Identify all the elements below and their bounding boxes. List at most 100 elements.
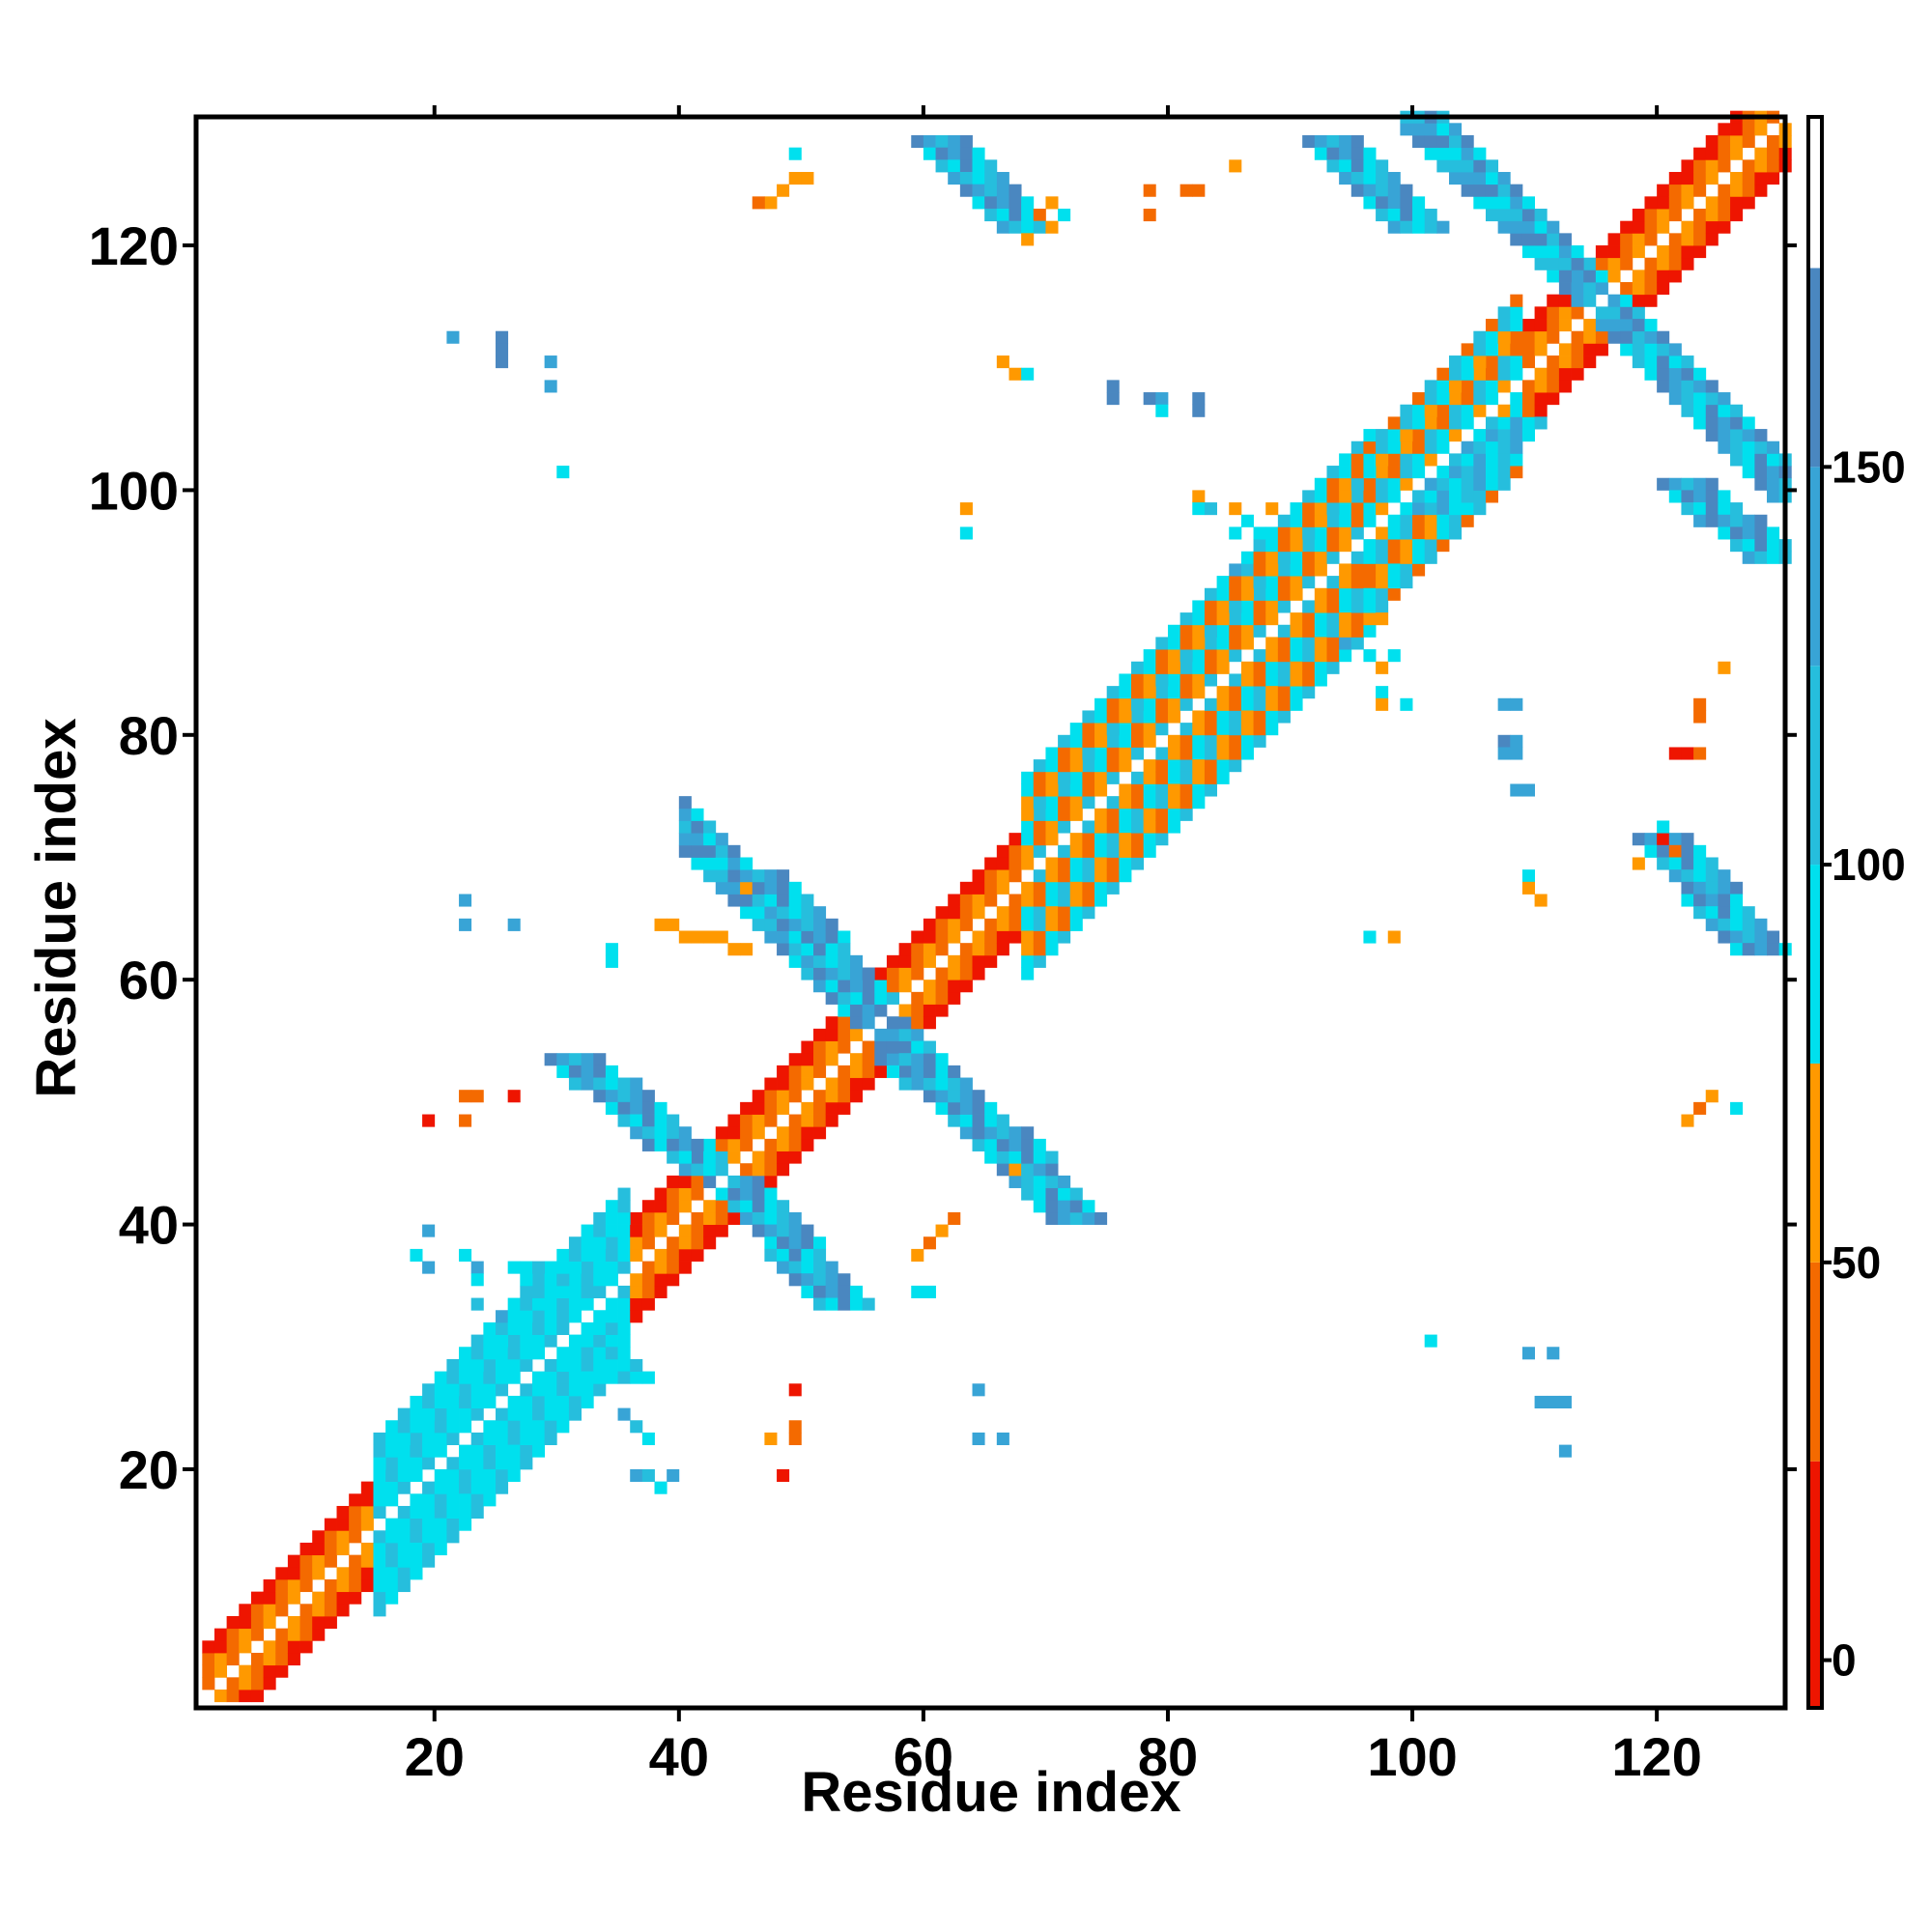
heatmap-cell: [483, 1395, 497, 1408]
heatmap-cell: [483, 1358, 497, 1372]
heatmap-cell: [764, 894, 778, 907]
heatmap-cell: [1376, 429, 1389, 442]
heatmap-cell: [1204, 723, 1217, 736]
heatmap-cell: [1167, 637, 1181, 650]
heatmap-cell: [1204, 673, 1217, 687]
heatmap-cell: [1412, 514, 1426, 527]
heatmap-cell: [898, 943, 912, 956]
heatmap-cell: [1350, 514, 1364, 527]
heatmap-cell: [886, 1016, 899, 1030]
heatmap-cell: [1058, 869, 1071, 883]
heatmap-cell: [1657, 330, 1670, 344]
heatmap-cell: [1632, 282, 1645, 296]
heatmap-cell: [1534, 330, 1548, 344]
heatmap-cell: [1424, 502, 1437, 516]
heatmap-cell: [507, 1457, 521, 1470]
heatmap-cell: [923, 991, 936, 1005]
heatmap-cell: [911, 954, 924, 968]
heatmap-cell: [1558, 319, 1572, 332]
heatmap-cell: [422, 1383, 436, 1397]
heatmap-cell: [1094, 1211, 1108, 1225]
heatmap-cell: [1204, 502, 1217, 516]
heatmap-cell: [777, 869, 790, 883]
heatmap-cell: [715, 1163, 728, 1177]
heatmap-cell: [410, 1493, 423, 1507]
heatmap-cell: [593, 1077, 607, 1091]
heatmap-cell: [1534, 319, 1548, 332]
heatmap-cell: [1632, 233, 1645, 246]
heatmap-cell: [446, 1432, 460, 1446]
heatmap-cell: [1363, 172, 1377, 185]
heatmap-cell: [1558, 257, 1572, 270]
heatmap-cell: [911, 930, 924, 944]
heatmap-cell: [1693, 159, 1707, 173]
heatmap-cell: [1302, 135, 1316, 149]
heatmap-cell: [862, 1004, 875, 1017]
heatmap-cell: [1387, 220, 1401, 234]
heatmap-cell: [1461, 466, 1474, 479]
heatmap-cell: [752, 1211, 765, 1225]
heatmap-cell: [764, 196, 778, 210]
heatmap-cell: [1767, 551, 1780, 564]
heatmap-cell: [1167, 820, 1181, 834]
heatmap-cell: [556, 1420, 570, 1434]
heatmap-cell: [1705, 416, 1719, 430]
heatmap-cell: [935, 1077, 949, 1091]
heatmap-cell: [1253, 587, 1266, 601]
heatmap-cell: [520, 1321, 533, 1335]
heatmap-cell: [1009, 1138, 1022, 1151]
heatmap-cell: [788, 1383, 802, 1397]
heatmap-cell: [1033, 918, 1046, 931]
heatmap-cell: [838, 930, 851, 944]
heatmap-cell: [1045, 1163, 1059, 1177]
heatmap-cell: [788, 1138, 802, 1151]
heatmap-cell: [605, 1310, 618, 1323]
heatmap-cell: [1436, 526, 1450, 540]
heatmap-cell: [531, 1347, 546, 1360]
heatmap-cell: [838, 1285, 851, 1298]
heatmap-cell: [825, 1285, 838, 1298]
heatmap-cell: [641, 1297, 655, 1311]
heatmap-cell: [1240, 551, 1254, 564]
heatmap-cell: [886, 954, 899, 968]
heatmap-cell: [593, 1273, 607, 1287]
heatmap-cell: [459, 918, 472, 931]
heatmap-cell: [1314, 587, 1327, 601]
heatmap-cell: [617, 1090, 631, 1103]
heatmap-cell: [1082, 844, 1095, 858]
heatmap-cell: [1302, 490, 1316, 503]
heatmap-cell: [1302, 649, 1316, 663]
heatmap-cell: [1424, 453, 1437, 467]
heatmap-cell: [239, 1640, 252, 1654]
heatmap-cell: [1668, 869, 1682, 883]
heatmap-cell: [275, 1567, 289, 1580]
heatmap-cell: [1632, 245, 1645, 259]
heatmap-cell: [544, 380, 557, 393]
heatmap-cell: [1192, 771, 1206, 784]
heatmap-cell: [1730, 135, 1744, 149]
heatmap-cell: [838, 954, 851, 968]
heatmap-cell: [556, 1407, 570, 1421]
heatmap-cell: [1253, 673, 1266, 687]
heatmap-cell: [1644, 367, 1658, 381]
heatmap-cell: [1265, 539, 1279, 553]
heatmap-cell: [1106, 771, 1120, 784]
heatmap-cell: [1461, 159, 1474, 173]
heatmap-cell: [1179, 697, 1193, 711]
heatmap-cell: [1339, 453, 1352, 467]
heatmap-cell: [862, 967, 875, 980]
heatmap-cell: [202, 1677, 215, 1690]
heatmap-cell: [935, 967, 949, 980]
heatmap-cell: [470, 1273, 484, 1287]
x-tick-label: 20: [405, 1726, 465, 1787]
heatmap-cell: [1400, 416, 1413, 430]
heatmap-cell: [213, 1690, 228, 1703]
heatmap-cell: [752, 869, 765, 883]
heatmap-cell: [1632, 355, 1645, 369]
heatmap-cell: [1461, 135, 1474, 149]
heatmap-cell: [299, 1542, 313, 1556]
heatmap-cell: [507, 1432, 521, 1446]
heatmap-cell: [226, 1628, 240, 1641]
heatmap-cell: [886, 967, 899, 980]
colorbar-segment: [1808, 666, 1822, 866]
